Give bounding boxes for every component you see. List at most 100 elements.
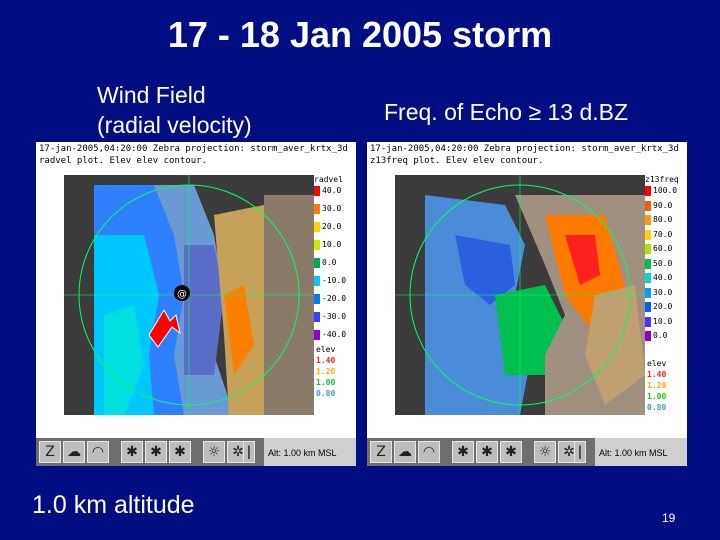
legend-label: 70.0 [653, 229, 673, 239]
legend-row: 0.0 [645, 331, 687, 341]
panel-header: 17-jan-2005,04:20:00 Zebra projection: s… [370, 143, 687, 167]
radial-velocity-panel: 17-jan-2005,04:20:00 Zebra projection: s… [36, 142, 356, 466]
header-line1: 17-jan-2005,04:20:00 Zebra projection: s… [39, 144, 348, 154]
radar-icon[interactable]: ✱ [452, 441, 474, 463]
elev-row: 0.80 [647, 403, 667, 412]
legend-title: z13freq [645, 175, 679, 184]
legend-label: 20.0 [653, 302, 673, 311]
thermometer-icon[interactable]: ǀ [574, 441, 586, 463]
legend-row: -30.0 [314, 312, 356, 322]
cloud-icon[interactable]: ☁ [63, 441, 85, 463]
radial-velocity-map[interactable]: @ [64, 175, 337, 415]
echo-frequency-map[interactable] [395, 175, 668, 415]
altitude-box [595, 438, 687, 466]
dish-icon[interactable]: ◠ [418, 441, 440, 463]
radvel-legend: radvel 40.0 30.0 20.0 10.0 0.0 -10.0 -20.0 -30.… [314, 174, 356, 415]
legend-swatch [645, 287, 651, 298]
legend-row: 40.0 [645, 273, 687, 283]
legend-label: -10.0 [322, 276, 347, 285]
legend-row: -10.0 [314, 276, 356, 286]
elev-row: 1.20 [316, 367, 336, 376]
z-zoom-icon[interactable]: Z [370, 441, 392, 463]
legend-row: -20.0 [314, 294, 356, 304]
legend-label: -40.0 [322, 330, 347, 339]
legend-swatch [314, 204, 320, 214]
echo-frequency-panel: 17-jan-2005,04:20:00 Zebra projection: s… [367, 142, 687, 466]
legend-row: 20.0 [645, 302, 687, 312]
legend-label: 90.0 [653, 200, 673, 210]
elev-row: 1.40 [316, 356, 336, 365]
radar-icon[interactable]: ✱ [476, 441, 498, 463]
right-caption: Freq. of Echo ≥ 13 d.BZ [384, 99, 629, 125]
elev-title: elev [316, 345, 336, 354]
slide-title: 17 - 18 Jan 2005 storm [167, 14, 553, 55]
legend-swatch [314, 294, 320, 304]
legend-label: 40.0 [322, 186, 342, 195]
legend-row: 30.0 [314, 204, 356, 214]
z-zoom-icon[interactable]: Z [39, 441, 61, 463]
legend-row: 0.0 [314, 258, 356, 268]
legend-swatch [645, 331, 651, 341]
legend-label: 10.0 [322, 240, 342, 249]
sun-icon[interactable]: ☼ [203, 441, 225, 463]
legend-row: 60.0 [645, 244, 687, 254]
legend-label: 10.0 [653, 316, 673, 326]
thermometer-icon[interactable]: ǀ [243, 441, 255, 463]
legend-swatch [645, 200, 651, 211]
legend-swatch [645, 316, 651, 327]
altitude-label: Alt: 1.00 km MSL [599, 448, 668, 458]
elev-row: 1.20 [647, 381, 667, 390]
legend-label: -30.0 [322, 312, 347, 321]
legend-label: 100.0 [653, 186, 678, 195]
panel-header: 17-jan-2005,04:20:00 Zebra projection: s… [39, 143, 356, 167]
legend-swatch [314, 330, 320, 340]
legend-swatch [314, 222, 320, 232]
legend-swatch [645, 302, 651, 312]
legend-row: 10.0 [314, 240, 356, 250]
legend-row: 70.0 [645, 229, 687, 240]
legend-swatch [645, 229, 651, 240]
cloud-icon[interactable]: ☁ [394, 441, 416, 463]
radar-icon[interactable]: ✱ [145, 441, 167, 463]
legend-swatch [645, 215, 651, 225]
legend-row: 40.0 [314, 186, 356, 196]
elev-row: 1.00 [316, 378, 336, 387]
legend-swatch [645, 258, 651, 269]
legend-label: 40.0 [653, 273, 673, 282]
header-line2: radvel plot. Elev elev contour. [39, 156, 207, 166]
legend-label: 60.0 [653, 244, 673, 253]
radar-icon[interactable]: ✱ [169, 441, 191, 463]
elev-title: elev [647, 359, 667, 368]
z13freq-legend: z13freq 100.0 90.0 80.0 70.0 60.0 50.0 40.0 30.… [645, 174, 687, 415]
legend-swatch [645, 186, 651, 196]
legend-swatch [314, 240, 320, 250]
radar-icon[interactable]: ✱ [121, 441, 143, 463]
legend-row: 30.0 [645, 287, 687, 298]
legend-swatch [314, 276, 320, 286]
left-caption-line2: (radial velocity) [97, 112, 252, 138]
legend-label: 50.0 [653, 258, 673, 268]
legend-row: -40.0 [314, 330, 356, 340]
left-caption: Wind Field (radial velocity) [97, 80, 252, 140]
legend-row: 50.0 [645, 258, 687, 269]
svg-text:@: @ [177, 289, 187, 300]
legend-swatch [645, 273, 651, 283]
dish-icon[interactable]: ◠ [87, 441, 109, 463]
legend-swatch [314, 186, 320, 196]
legend-label: 30.0 [322, 204, 342, 213]
elev-row: 0.80 [316, 389, 336, 398]
elev-row: 1.00 [647, 392, 667, 401]
altitude-note: 1.0 km altitude [32, 491, 195, 519]
legend-row: 80.0 [645, 215, 687, 225]
legend-row: 90.0 [645, 200, 687, 211]
header-line1: 17-jan-2005,04:20:00 Zebra projection: s… [370, 144, 679, 154]
sun-icon[interactable]: ☼ [534, 441, 556, 463]
radar-icon[interactable]: ✱ [500, 441, 522, 463]
altitude-label: Alt: 1.00 km MSL [268, 448, 337, 458]
legend-title: radvel [314, 175, 343, 184]
legend-label: 30.0 [653, 287, 673, 297]
legend-label: 0.0 [322, 258, 337, 267]
legend-row: 10.0 [645, 316, 687, 327]
altitude-box [264, 438, 356, 466]
header-line2: z13freq plot. Elev elev contour. [370, 156, 544, 166]
